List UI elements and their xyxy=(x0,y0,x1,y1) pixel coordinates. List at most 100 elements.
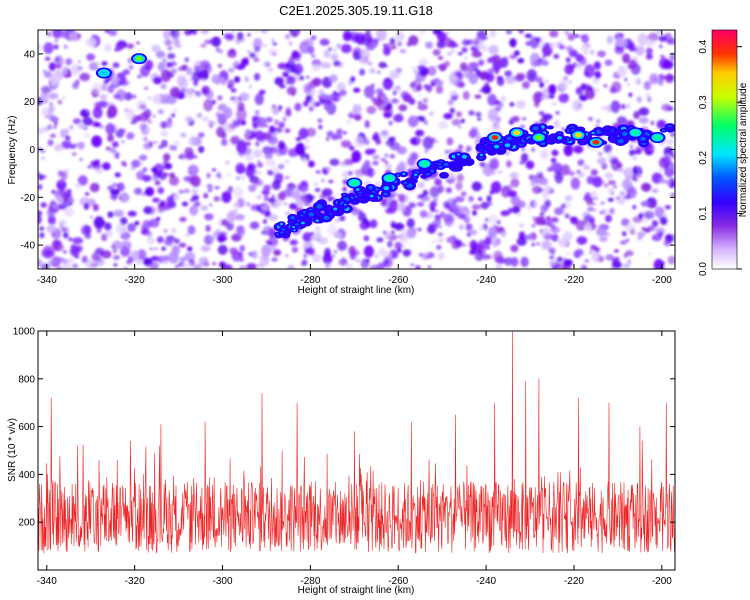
noise-blob xyxy=(149,247,153,251)
noise-blob xyxy=(376,237,384,243)
noise-blob xyxy=(184,57,190,63)
noise-blob xyxy=(41,107,49,116)
noise-blob xyxy=(536,242,540,246)
noise-blob xyxy=(543,184,551,192)
noise-blob xyxy=(637,236,643,241)
noise-blob xyxy=(110,188,120,196)
noise-blob xyxy=(603,232,610,237)
noise-blob xyxy=(492,60,502,72)
noise-blob xyxy=(626,104,631,109)
noise-blob xyxy=(63,44,68,49)
noise-blob xyxy=(101,250,112,259)
noise-blob xyxy=(38,210,43,217)
ridge-core xyxy=(602,128,606,131)
noise-blob xyxy=(134,221,140,226)
noise-blob xyxy=(450,235,457,240)
noise-blob xyxy=(217,244,228,255)
noise-blob xyxy=(318,93,328,100)
noise-blob xyxy=(285,80,291,85)
noise-blob xyxy=(61,66,69,75)
noise-blob xyxy=(298,127,309,140)
noise-blob xyxy=(163,153,171,162)
noise-blob xyxy=(38,174,44,181)
noise-blob xyxy=(460,191,467,197)
noise-blob xyxy=(136,170,145,181)
colorbar-tick-label: 0.4 xyxy=(698,39,709,53)
noise-blob xyxy=(130,250,140,261)
noise-blob xyxy=(646,40,655,46)
noise-blob xyxy=(549,30,559,38)
noise-blob xyxy=(244,76,249,82)
noise-blob xyxy=(564,214,570,219)
noise-blob xyxy=(520,256,529,268)
noise-blob xyxy=(188,175,198,185)
noise-blob xyxy=(139,104,147,110)
noise-blob xyxy=(291,51,302,60)
noise-blob xyxy=(113,151,120,157)
noise-blob xyxy=(392,90,397,96)
noise-blob xyxy=(120,226,126,232)
noise-blob xyxy=(328,179,334,184)
noise-blob xyxy=(42,70,47,73)
noise-blob xyxy=(398,104,408,112)
noise-blob xyxy=(464,56,468,60)
noise-blob xyxy=(147,96,151,100)
noise-blob xyxy=(508,119,514,125)
noise-blob xyxy=(206,184,213,189)
noise-blob xyxy=(155,50,166,59)
noise-blob xyxy=(601,209,608,216)
noise-blob xyxy=(139,112,150,122)
noise-blob xyxy=(587,206,594,212)
noise-blob xyxy=(146,230,153,238)
noise-blob xyxy=(418,132,424,136)
noise-blob xyxy=(217,64,222,68)
noise-blob xyxy=(295,137,302,142)
noise-blob xyxy=(542,54,546,58)
y-tick-label: -40 xyxy=(21,241,36,252)
noise-blob xyxy=(121,140,125,144)
noise-blob xyxy=(497,170,503,174)
noise-blob xyxy=(546,167,554,172)
noise-blob xyxy=(665,180,670,185)
noise-blob xyxy=(40,97,50,105)
noise-blob xyxy=(142,257,153,266)
ridge-core xyxy=(662,129,665,132)
noise-blob xyxy=(206,173,211,179)
noise-blob xyxy=(581,34,589,44)
noise-blob xyxy=(268,125,276,134)
noise-blob xyxy=(105,146,111,151)
noise-blob xyxy=(325,98,333,105)
noise-blob xyxy=(658,167,663,173)
noise-blob xyxy=(52,30,63,39)
noise-blob xyxy=(549,255,555,260)
noise-blob xyxy=(416,138,421,143)
noise-blob xyxy=(156,236,164,244)
noise-blob xyxy=(516,237,527,246)
noise-blob xyxy=(181,64,188,71)
noise-blob xyxy=(449,90,458,96)
ridge-core xyxy=(591,131,595,135)
noise-blob xyxy=(343,131,347,135)
noise-blob xyxy=(52,221,56,225)
noise-blob xyxy=(658,74,666,81)
noise-blob xyxy=(430,82,436,87)
noise-blob xyxy=(98,100,109,108)
noise-blob xyxy=(268,197,276,204)
noise-blob xyxy=(296,58,301,62)
noise-blob xyxy=(118,44,123,51)
noise-blob xyxy=(413,70,419,74)
noise-blob xyxy=(422,97,428,104)
noise-blob xyxy=(551,216,558,223)
noise-blob xyxy=(372,160,379,166)
noise-blob xyxy=(380,158,387,162)
noise-blob xyxy=(644,227,651,233)
noise-blob xyxy=(659,54,665,59)
noise-blob xyxy=(109,147,117,154)
noise-blob xyxy=(160,130,169,137)
ridge-core xyxy=(344,203,347,206)
noise-blob xyxy=(156,216,161,221)
x-tick-label: -320 xyxy=(125,576,145,587)
noise-blob xyxy=(429,137,436,144)
ridge-core xyxy=(461,154,467,159)
noise-blob xyxy=(361,32,373,47)
